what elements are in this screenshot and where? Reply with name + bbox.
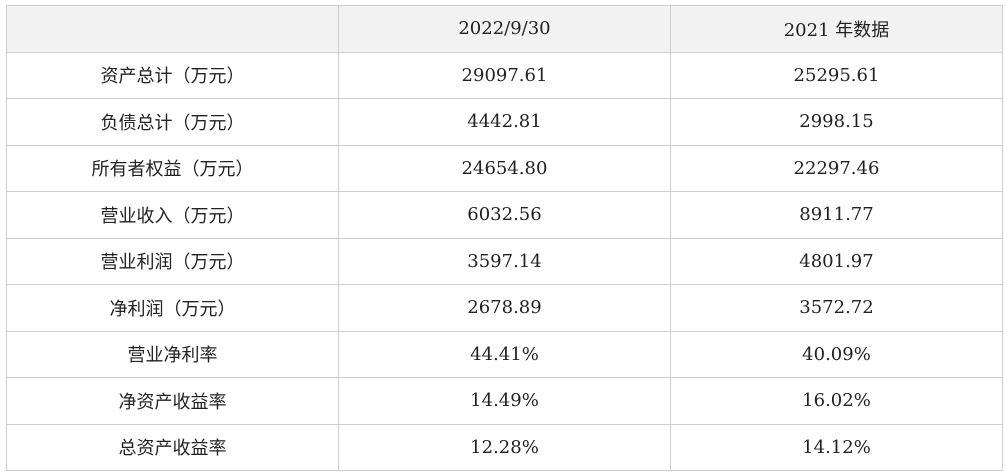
table-row: 净资产收益率 14.49% 16.02% [6,377,1003,425]
value-cell: 12.28% [338,423,671,471]
value-cell: 6032.56 [338,191,671,239]
value-cell: 3597.14 [338,237,671,285]
table-row: 总资产收益率 12.28% 14.12% [6,423,1003,471]
row-label: 营业净利率 [6,330,339,378]
row-label: 负债总计（万元） [6,98,339,146]
value-cell: 2678.89 [338,284,671,332]
table-row: 营业净利率 44.41% 40.09% [6,330,1003,378]
value-cell: 14.49% [338,377,671,425]
value-cell: 3572.72 [670,284,1003,332]
value-cell: 29097.61 [338,51,671,99]
value-cell: 14.12% [670,423,1003,471]
row-label: 净资产收益率 [6,377,339,425]
row-label: 资产总计（万元） [6,51,339,99]
value-cell: 22297.46 [670,144,1003,192]
table-body: 资产总计（万元） 29097.61 25295.61 负债总计（万元） 4442.81 2… [6,51,1003,471]
value-cell: 44.41% [338,330,671,378]
table-row: 营业利润（万元） 3597.14 4801.97 [6,237,1003,285]
table-row: 资产总计（万元） 29097.61 25295.61 [6,51,1003,99]
header-cell: 2022/9/30 [338,5,671,53]
value-cell: 4801.97 [670,237,1003,285]
value-cell: 40.09% [670,330,1003,378]
table-row: 净利润（万元） 2678.89 3572.72 [6,284,1003,332]
table-row: 所有者权益（万元） 24654.80 22297.46 [6,144,1003,192]
row-label: 营业利润（万元） [6,237,339,285]
value-cell: 16.02% [670,377,1003,425]
value-cell: 2998.15 [670,98,1003,146]
row-label: 营业收入（万元） [6,191,339,239]
table-row: 营业收入（万元） 6032.56 8911.77 [6,191,1003,239]
data-table: 2022/9/30 2021 年数据 资产总计（万元） 29097.61 25295.… [6,5,1003,471]
corner-cell [6,5,339,53]
table-row: 负债总计（万元） 4442.81 2998.15 [6,98,1003,146]
value-cell: 24654.80 [338,144,671,192]
header-cell: 2021 年数据 [670,5,1003,53]
row-label: 总资产收益率 [6,423,339,471]
row-label: 所有者权益（万元） [6,144,339,192]
value-cell: 8911.77 [670,191,1003,239]
row-label: 净利润（万元） [6,284,339,332]
value-cell: 25295.61 [670,51,1003,99]
header-row: 2022/9/30 2021 年数据 [6,5,1003,53]
value-cell: 4442.81 [338,98,671,146]
